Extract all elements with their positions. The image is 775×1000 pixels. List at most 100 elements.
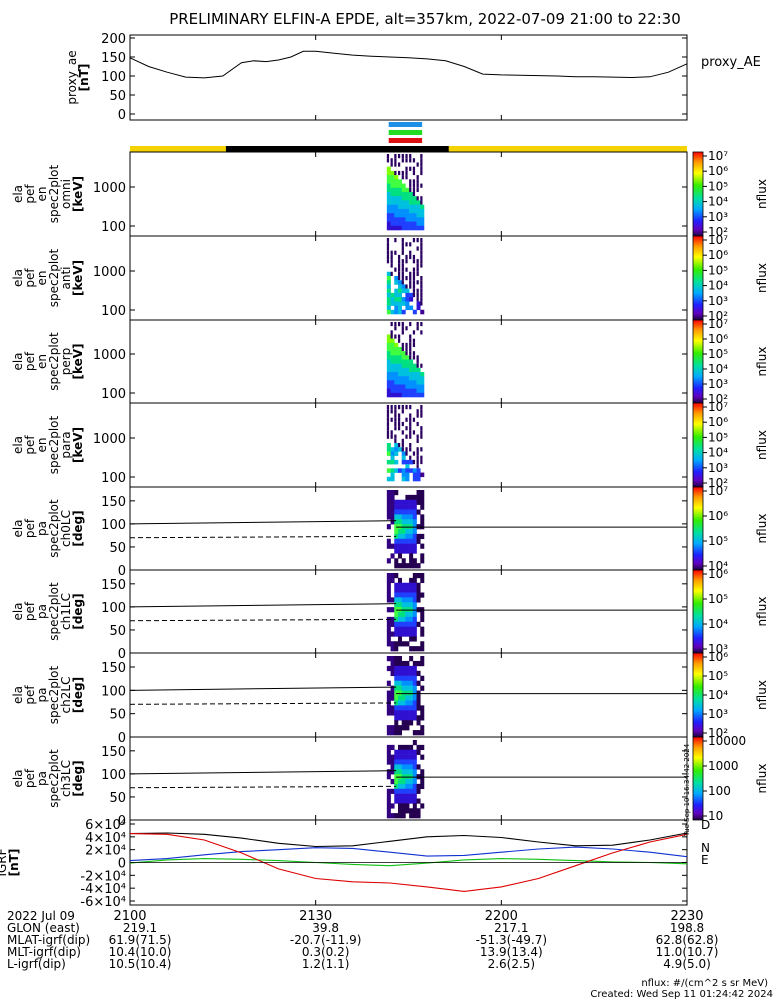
colorbar-label: nflux xyxy=(755,680,769,710)
spectrogram-cell xyxy=(390,779,395,785)
spectrogram-cell xyxy=(390,162,393,167)
spectrogram-cell xyxy=(401,459,406,465)
ephemeris-value: 2.6(2.5) xyxy=(488,957,536,971)
spectrogram-cell xyxy=(386,494,391,501)
spectrogram-cell xyxy=(386,434,390,439)
spectrogram-cell xyxy=(420,631,425,637)
spectrogram-cell xyxy=(390,621,395,627)
spectrogram-cell xyxy=(390,367,395,373)
spectrogram-cell xyxy=(401,705,406,711)
ephemeris-value: 62.8(62.8) xyxy=(656,933,719,947)
ylabel-ch0LC: ch0LC xyxy=(59,510,73,547)
spectrogram-cell xyxy=(405,221,410,227)
spectrogram-cell xyxy=(401,582,406,588)
spectrogram-cell xyxy=(409,217,414,222)
spectrogram-cell xyxy=(416,246,419,251)
loss-cone-dashed-line xyxy=(129,535,397,539)
spectrogram-cell xyxy=(405,504,410,510)
spectrogram-cell xyxy=(397,359,402,364)
spectrogram-cell xyxy=(412,700,417,706)
spectrogram-cell xyxy=(405,267,408,272)
spectrogram-cell xyxy=(386,413,390,418)
spectrogram-cell xyxy=(390,476,395,482)
spectrogram-cell xyxy=(416,783,421,790)
spectrogram-cell xyxy=(416,730,421,736)
colorbar-tick-label: 10⁵ xyxy=(708,179,728,193)
colorbar-tick-label: 10⁴ xyxy=(708,446,728,460)
loss-cone-dashed-line xyxy=(129,618,397,622)
spectrogram-cell xyxy=(394,597,399,603)
spectrogram-cell xyxy=(401,271,404,276)
ylabel-omni: spec2plot xyxy=(47,164,61,223)
spectrogram-cell xyxy=(390,334,393,339)
spectrogram-cell xyxy=(390,764,395,770)
spectrogram-cell xyxy=(412,597,417,603)
spectrogram-cell xyxy=(397,592,402,598)
spectrogram-cell xyxy=(420,730,425,736)
spectrogram-cell xyxy=(386,451,391,456)
spectrogram-cell xyxy=(394,538,399,544)
spectrogram-cell xyxy=(409,338,412,343)
spectrogram-cell xyxy=(409,443,412,448)
spectrogram-cell xyxy=(409,587,414,593)
pa-axis-ch1LC-tick-label: 150 xyxy=(101,578,126,593)
spectrogram-cell xyxy=(397,187,402,193)
spectrogram-cell xyxy=(409,455,412,460)
spectrogram-cell xyxy=(420,246,423,251)
spectrogram-cell xyxy=(416,434,419,439)
spectrogram-cell xyxy=(416,305,421,311)
spectrogram-cell xyxy=(386,250,390,255)
spectrogram-cell xyxy=(401,455,406,461)
spectrogram-cell xyxy=(405,472,410,478)
spectrogram-cell xyxy=(386,208,391,214)
spectrogram-cell xyxy=(416,749,421,755)
spectrogram-cell xyxy=(405,468,410,473)
colorbar-tick-label: 10⁷ xyxy=(708,317,728,331)
spectrogram-cell xyxy=(401,192,406,197)
spectrogram-cell xyxy=(416,380,421,385)
spectrogram-cell xyxy=(390,597,395,603)
spectrogram-cell xyxy=(416,680,421,686)
spectrogram-cell xyxy=(416,259,419,264)
spectrogram-cell xyxy=(409,430,412,435)
igrf-series-3 xyxy=(129,833,688,892)
spectrogram-cell xyxy=(390,710,395,716)
spectrogram-cell xyxy=(416,363,419,368)
spectrogram-cell xyxy=(409,276,412,281)
spectrogram-cell xyxy=(390,372,395,377)
colorbar-6: 10⁶ 10⁵ 10⁴ 10³ 10² nflux xyxy=(692,650,769,740)
spectrogram-cell xyxy=(405,670,410,677)
spectrogram-cell xyxy=(386,798,391,804)
colorbar-tick-label: 10⁶ xyxy=(708,509,728,523)
ylabel-omni: [keV] xyxy=(71,176,85,212)
spectrogram-cell xyxy=(394,504,399,510)
spectrogram-cell xyxy=(397,744,402,751)
spectrogram-cell xyxy=(405,170,408,176)
spectrogram-cell xyxy=(390,803,395,809)
spectrogram-cell xyxy=(420,447,423,452)
spectrogram-cell xyxy=(394,563,399,569)
colorbar-tick-label: 10⁴ xyxy=(708,195,728,209)
spectrogram-cell xyxy=(412,472,417,478)
spectrogram-cell xyxy=(405,158,408,163)
spectrogram-cell xyxy=(394,392,399,398)
spectrogram-cell xyxy=(420,783,425,790)
spectrogram-cell xyxy=(409,204,414,210)
spectrogram-cell xyxy=(416,573,421,579)
spectrogram-cell xyxy=(390,607,395,613)
spectrogram-cell xyxy=(390,631,395,637)
ylabel-para: [keV] xyxy=(71,427,85,463)
spectrogram-cell xyxy=(405,665,410,672)
spectrogram-cell xyxy=(397,334,401,339)
spectrogram-cell xyxy=(390,225,395,231)
spectrogram-cell xyxy=(420,166,423,171)
spectrogram-cell xyxy=(412,499,417,505)
spectrogram-cell xyxy=(405,680,410,686)
spectrogram-cell xyxy=(412,612,417,618)
spectrogram-cell xyxy=(409,359,414,364)
spectrogram-cell xyxy=(401,200,406,205)
spectrogram-cell xyxy=(397,695,402,701)
spectrogram-cell xyxy=(401,783,406,790)
